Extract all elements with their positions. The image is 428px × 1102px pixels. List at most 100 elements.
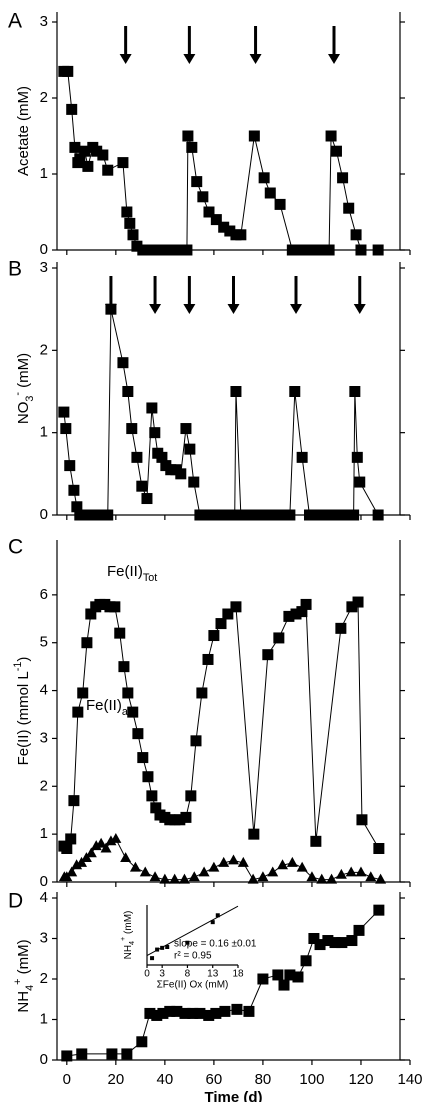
- square-marker: [137, 752, 149, 764]
- square-marker: [292, 971, 304, 983]
- arrow-head: [328, 54, 341, 64]
- square-marker: [248, 828, 260, 840]
- square-marker: [77, 687, 89, 699]
- square-marker: [136, 1036, 148, 1048]
- square-marker: [137, 244, 149, 256]
- triangle-marker: [335, 868, 347, 879]
- square-marker: [316, 244, 328, 256]
- square-marker: [131, 451, 143, 463]
- series-label: Fe(II)aq: [86, 697, 134, 718]
- square-marker: [166, 244, 178, 256]
- square-marker: [155, 947, 160, 952]
- square-marker: [203, 1009, 215, 1021]
- triangle-marker: [257, 871, 269, 882]
- series-line: [63, 601, 380, 850]
- square-marker: [372, 244, 384, 256]
- square-marker: [348, 509, 360, 521]
- square-marker: [259, 509, 271, 521]
- triangle-marker: [218, 856, 230, 867]
- triangle-marker: [375, 873, 387, 884]
- square-marker: [159, 244, 171, 256]
- square-marker: [74, 153, 86, 165]
- y-axis-label: Fe(II) (mmol L-1): [12, 657, 32, 766]
- triangle-marker: [277, 859, 289, 870]
- square-marker: [197, 191, 209, 203]
- x-tick-label: 100: [299, 1071, 324, 1088]
- square-marker: [343, 202, 355, 214]
- square-marker: [109, 601, 121, 613]
- square-marker: [61, 843, 73, 854]
- square-marker: [310, 509, 322, 521]
- square-marker: [372, 509, 384, 521]
- square-marker: [337, 172, 349, 184]
- square-marker: [300, 955, 312, 967]
- square-marker: [316, 509, 328, 521]
- square-marker: [175, 468, 187, 480]
- square-marker: [62, 65, 74, 77]
- label-part: Fe(II): [107, 563, 143, 580]
- square-marker: [322, 509, 334, 521]
- square-marker: [117, 157, 129, 169]
- label-part: Fe(II) (mmol L: [15, 671, 32, 765]
- square-marker: [219, 1005, 231, 1017]
- series-line: [63, 309, 379, 516]
- arrow-head: [149, 304, 162, 314]
- square-marker: [230, 386, 242, 397]
- square-marker: [132, 728, 144, 740]
- square-marker: [68, 795, 80, 807]
- square-marker: [61, 1050, 73, 1062]
- square-marker: [81, 637, 93, 649]
- square-marker: [272, 969, 284, 981]
- x-tick-label: 20: [107, 1071, 124, 1088]
- square-marker: [117, 357, 129, 369]
- y-axis-label: NH4+ (mM): [118, 911, 136, 960]
- triangle-marker: [267, 866, 279, 877]
- square-marker: [322, 935, 334, 947]
- square-marker: [215, 913, 220, 918]
- square-marker: [303, 509, 315, 521]
- square-marker: [258, 172, 270, 184]
- square-marker: [210, 214, 222, 226]
- square-marker: [144, 244, 156, 256]
- triangle-marker: [149, 871, 161, 882]
- y-tick-label: 3: [40, 13, 48, 30]
- triangle-marker: [286, 856, 298, 867]
- triangle-marker: [188, 871, 200, 882]
- square-marker: [231, 1003, 243, 1015]
- panel-letter: D: [8, 890, 23, 913]
- square-marker: [185, 790, 197, 802]
- triangle-marker: [247, 873, 259, 884]
- square-marker: [150, 956, 155, 961]
- arrow-head: [183, 54, 196, 64]
- square-marker: [131, 240, 143, 252]
- square-marker: [191, 176, 203, 188]
- triangle-marker: [237, 856, 249, 867]
- arrow-head: [290, 304, 303, 314]
- square-marker: [355, 244, 367, 256]
- triangle-marker: [228, 854, 239, 865]
- square-marker: [290, 608, 302, 620]
- square-marker: [330, 145, 342, 157]
- label-part: +: [12, 979, 24, 985]
- square-marker: [114, 627, 126, 639]
- square-marker: [336, 937, 348, 949]
- x-tick-label: 40: [157, 1071, 174, 1088]
- square-marker: [91, 145, 103, 157]
- square-marker: [373, 843, 385, 854]
- square-marker: [106, 1048, 118, 1060]
- triangle-marker: [100, 842, 112, 853]
- square-marker: [180, 423, 192, 435]
- square-marker: [185, 940, 190, 945]
- square-marker: [294, 244, 306, 256]
- square-marker: [222, 608, 234, 620]
- y-axis-label: NO3- (mM): [12, 353, 36, 424]
- x-axis-label: ΣFe(II) Ox (mM): [157, 980, 229, 991]
- square-marker: [278, 509, 290, 521]
- square-marker: [373, 904, 385, 916]
- label-part: NH: [123, 945, 134, 959]
- square-marker: [160, 945, 165, 950]
- square-marker: [218, 221, 230, 233]
- label-part: +: [118, 937, 127, 941]
- square-marker: [181, 244, 193, 256]
